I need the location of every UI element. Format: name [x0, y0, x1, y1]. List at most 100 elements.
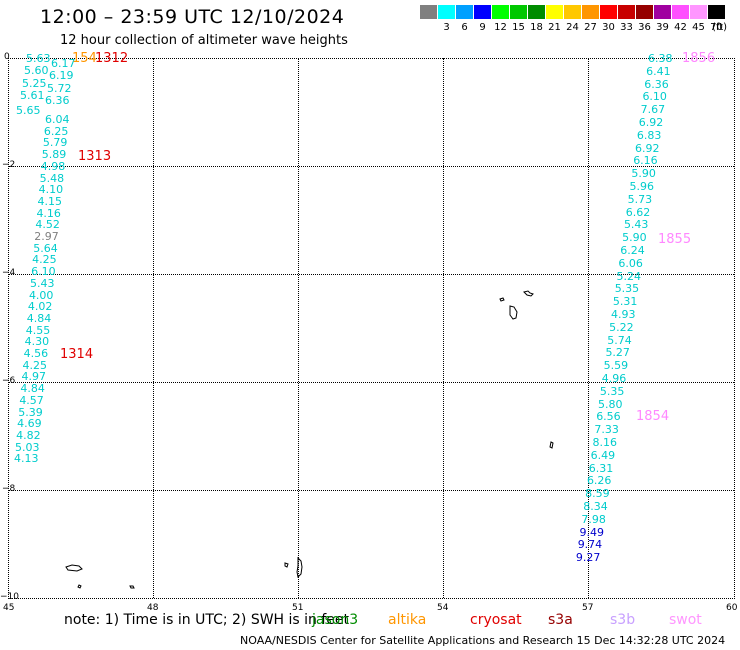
island-outline [509, 305, 518, 320]
swh-reading: 5.73 [627, 192, 653, 206]
swh-reading: 4.02 [27, 300, 53, 314]
swh-reading: 4.98 [40, 159, 66, 173]
scale-label: 33 [620, 22, 633, 33]
swh-reading: 5.25 [22, 76, 47, 90]
swh-reading: 5.90 [622, 231, 647, 245]
swh-reading: 4.69 [17, 417, 42, 431]
swh-reading: 5.64 [33, 241, 58, 255]
satellite-name-s3a: s3a [548, 612, 573, 628]
swh-reading: 5.74 [607, 333, 632, 347]
swh-reading: 5.27 [605, 346, 630, 360]
scale-swatch [690, 5, 707, 19]
swh-reading: 9.49 [579, 525, 605, 539]
swh-reading: 5.80 [598, 397, 623, 411]
scale-swatch [438, 5, 455, 19]
swh-reading: 6.62 [625, 205, 651, 219]
time-stamp-label: 1312 [95, 51, 129, 66]
scale-swatch [546, 5, 563, 19]
scale-label: 39 [656, 22, 669, 33]
lat-label-m6: −6 [2, 376, 16, 386]
lon-label-54: 54 [437, 603, 449, 613]
gridline-lat-minus4 [8, 274, 734, 275]
chart-title: 12:00 – 23:59 UTC 12/10/2024 [40, 6, 345, 28]
scale-label: 30 [602, 22, 615, 33]
wave-height-color-scale: 3 6 9 12 15 18 21 24 27 30 33 36 39 42 45 70 (ft) [420, 5, 730, 35]
swh-reading: 5.96 [629, 180, 655, 193]
scale-label: 6 [461, 22, 468, 33]
swh-reading: 6.92 [635, 141, 660, 155]
scale-label: 42 [674, 22, 687, 33]
swh-reading: 6.10 [31, 265, 56, 279]
lat-label-0: 0 [4, 52, 10, 62]
swh-reading: 5.79 [42, 136, 68, 150]
swh-reading: 7.33 [594, 423, 619, 437]
swh-reading: 5.35 [599, 384, 625, 398]
island-outline [549, 441, 554, 449]
swh-reading: 6.49 [590, 448, 616, 462]
swh-reading: 6.83 [636, 128, 662, 142]
time-stamp-label: 1856 [682, 51, 716, 66]
map-plot-area [8, 58, 735, 599]
satellite-name-s3b: s3b [610, 612, 636, 628]
swh-reading: 2.97 [34, 230, 59, 243]
scale-swatch [456, 5, 473, 19]
swh-reading: 8.34 [583, 500, 608, 513]
note-text: note: 1) Time is in UTC; 2) SWH is in fe… [64, 612, 350, 628]
scale-swatch [636, 5, 653, 19]
chart-subtitle: 12 hour collection of altimeter wave hei… [60, 33, 348, 48]
gridline-lat-minus6 [8, 382, 734, 383]
time-stamp-label: 1313 [78, 149, 112, 164]
island-outline [284, 562, 289, 568]
scale-label: 27 [584, 22, 597, 33]
swh-reading: 4.25 [32, 253, 57, 267]
scale-swatch [528, 5, 545, 19]
swh-reading: 5.24 [616, 269, 642, 283]
scale-swatch [582, 5, 599, 19]
satellite-name-swot: swot [669, 612, 702, 628]
swh-reading: 5.65 [16, 104, 41, 117]
time-stamp-label: 1314 [60, 347, 94, 362]
swh-reading: 4.84 [26, 311, 52, 325]
swh-reading: 5.61 [20, 89, 45, 103]
swh-reading: 6.25 [43, 124, 69, 138]
swh-reading: 5.59 [603, 359, 629, 373]
swh-reading: 4.97 [21, 370, 46, 384]
scale-label: 12 [494, 22, 507, 33]
lat-label-m4: −4 [2, 268, 16, 278]
swh-reading: 6.17 [51, 57, 76, 70]
satellite-name-altika: altika [388, 612, 427, 628]
plot-frame [8, 58, 735, 599]
lon-label-60: 60 [726, 603, 738, 613]
island-outline [296, 556, 303, 579]
swh-reading: 6.41 [646, 64, 671, 78]
swh-reading: 5.31 [612, 295, 638, 309]
swh-reading: 4.16 [36, 206, 61, 220]
swh-reading: 5.89 [41, 148, 67, 162]
island-outline [523, 290, 534, 297]
lon-label-45: 45 [3, 603, 15, 613]
island-outline [65, 564, 83, 572]
swh-reading: 6.92 [638, 116, 664, 129]
scale-label: 36 [638, 22, 651, 33]
gridline-lon-57 [588, 58, 589, 598]
island-outline [77, 584, 82, 589]
scale-unit: (ft) [712, 22, 728, 33]
swh-reading: 4.57 [19, 393, 44, 407]
gridline-lon-54 [443, 58, 444, 598]
swh-reading: 5.63 [26, 52, 51, 65]
time-stamp-label: 1855 [658, 232, 692, 247]
gridline-lat-minus8 [8, 490, 734, 491]
swh-reading: 5.43 [623, 218, 649, 232]
lat-label-m2: −2 [2, 160, 16, 170]
scale-swatch [654, 5, 671, 19]
swh-reading: 4.93 [611, 308, 636, 321]
swh-reading: 6.04 [45, 113, 70, 126]
time-stamp-label: 1854 [636, 409, 670, 424]
scale-swatch [492, 5, 509, 19]
swh-reading: 5.39 [18, 405, 43, 419]
swh-reading: 5.48 [39, 171, 65, 185]
swh-reading: 5.60 [24, 64, 49, 78]
gridline-lon-48 [153, 58, 154, 598]
